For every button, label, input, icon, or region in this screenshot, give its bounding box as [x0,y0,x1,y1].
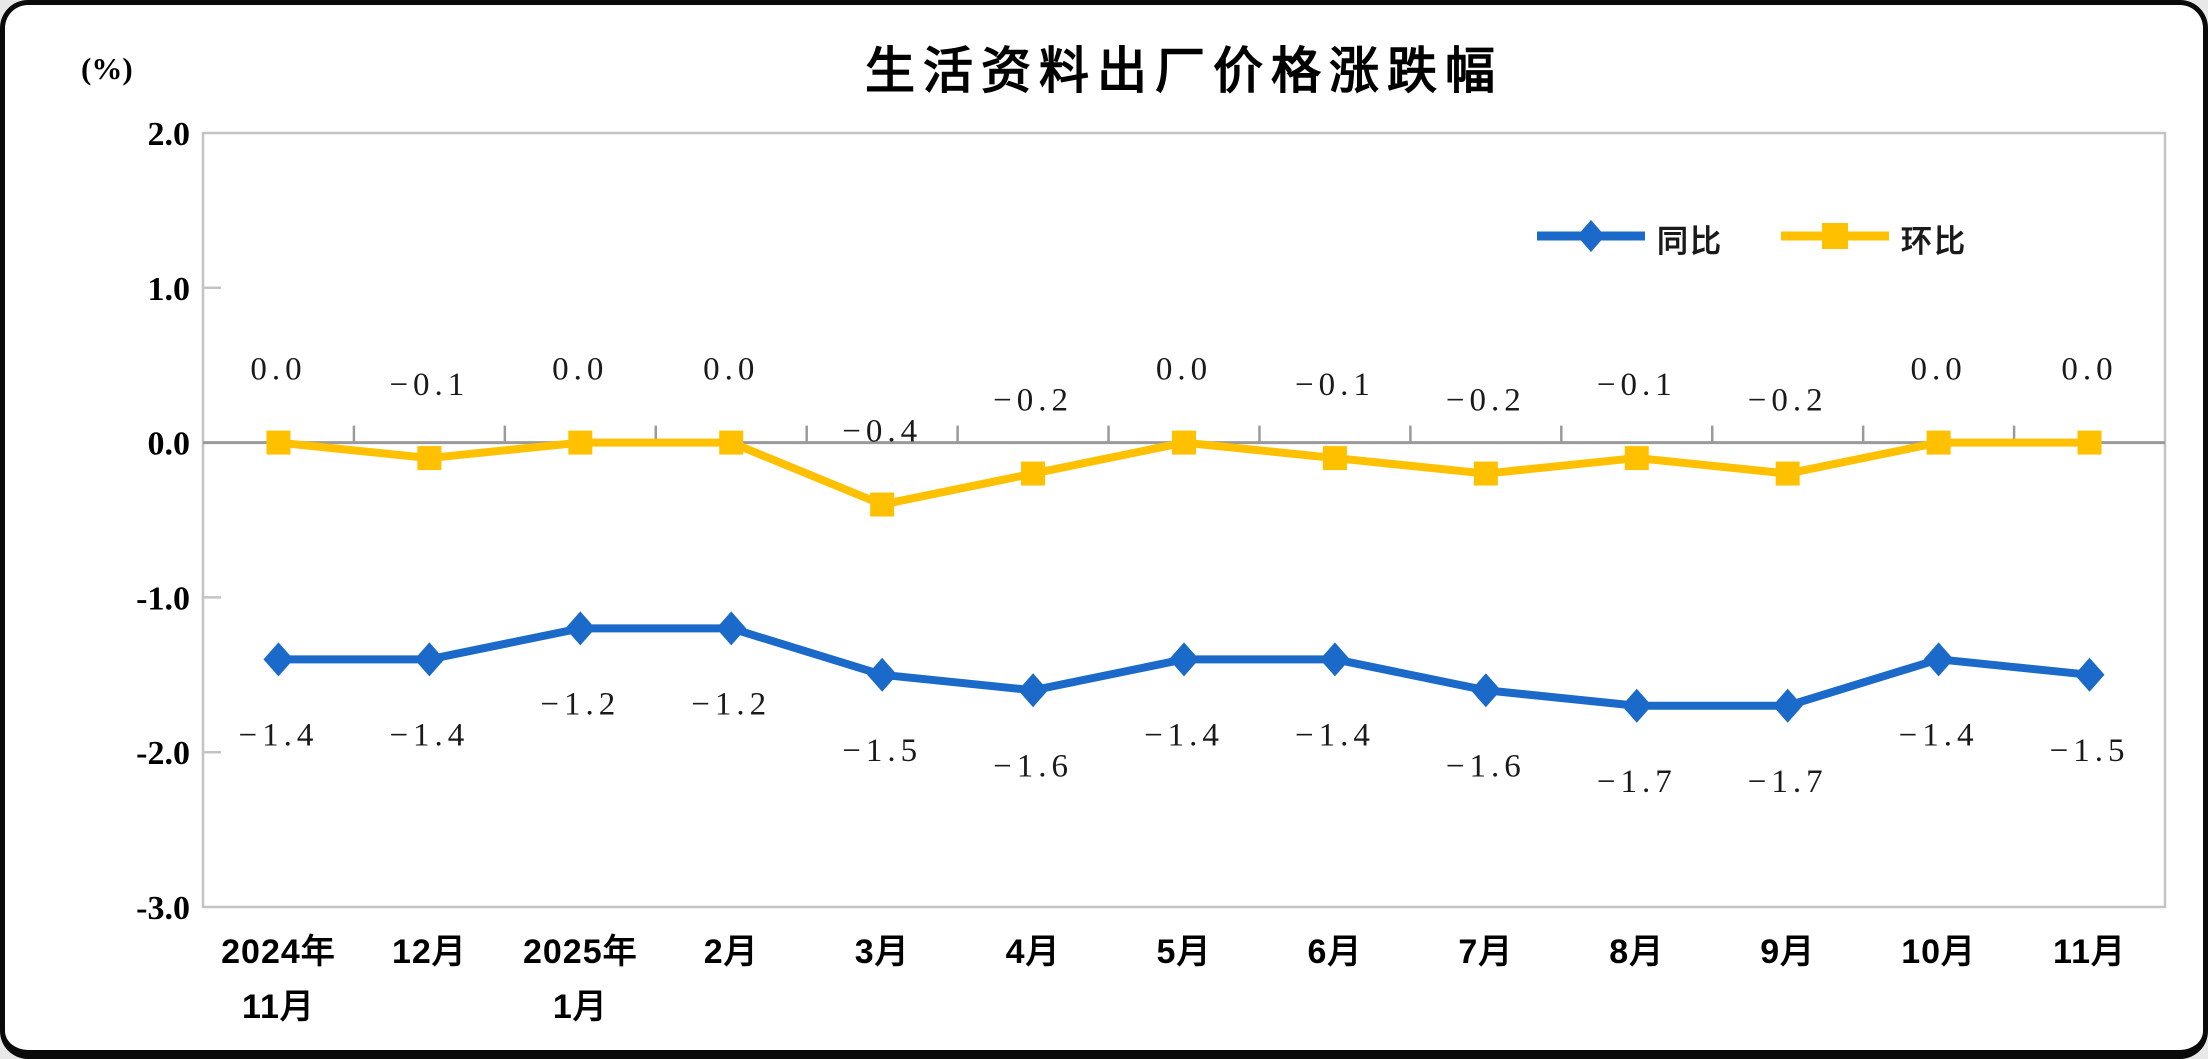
y-axis-tick-label: 1.0 [148,271,191,308]
mom-series-swatch [1779,216,1891,261]
x-axis-tick-label: 4月 [1006,933,1061,971]
mom-data-label: 0.0 [250,352,306,388]
x-axis-tick-label: 3月 [855,933,910,971]
mom-legend-marker [1781,223,1889,249]
mom-marker [2077,430,2102,455]
yoy-marker [1923,642,1954,677]
yoy-data-label: −1.2 [540,686,620,722]
yoy-data-label: −1.2 [691,686,771,722]
yoy-marker [1470,673,1501,708]
yoy-data-label: −1.5 [2050,733,2130,769]
yoy-marker [1319,642,1350,677]
mom-marker [1926,430,1951,455]
yoy-data-label: −1.4 [239,717,319,753]
chart-title: 生活资料出厂价格涨跌幅 [865,43,1503,99]
mom-data-label: 0.0 [1156,352,1212,388]
legend-item-mom: 环比 [1779,216,1967,261]
x-axis-tick-label: 12月 [392,933,467,971]
yoy-marker [565,611,596,646]
mom-data-label: −0.1 [389,367,469,403]
mom-data-label: −0.2 [1446,383,1526,419]
yoy-marker [1018,673,1049,708]
mom-marker [1473,461,1498,486]
mom-marker [1775,461,1800,486]
yoy-data-label: −1.5 [842,733,922,769]
yoy-marker [1621,688,1652,723]
x-axis-tick-label: 1月 [553,988,608,1026]
mom-data-label: 0.0 [552,352,608,388]
mom-data-label: −0.1 [1597,367,1677,403]
mom-marker [870,492,895,517]
y-axis-tick-label: 0.0 [148,426,191,463]
y-axis-tick-label: -3.0 [136,890,190,927]
x-axis-tick-label: 2月 [704,933,759,971]
y-axis-tick-label: -2.0 [136,735,190,772]
yoy-marker [716,611,747,646]
yoy-data-label: −1.6 [993,748,1073,784]
mom-data-label: 0.0 [2061,352,2117,388]
yoy-marker [263,642,294,677]
yoy-data-label: −1.7 [1748,764,1828,800]
yoy-legend-label: 同比 [1657,224,1723,259]
x-axis-tick-label: 6月 [1307,933,1362,971]
x-axis-tick-label: 11月 [2053,933,2126,971]
yoy-marker [867,657,898,692]
x-axis-tick-label: 2024年 [221,933,336,971]
mom-marker [568,430,593,455]
yoy-data-label: −1.4 [1295,717,1375,753]
yoy-data-label: −1.4 [389,717,469,753]
yoy-legend-marker [1537,220,1645,252]
y-axis-tick-label: -1.0 [136,580,190,617]
yoy-data-label: −1.6 [1446,748,1526,784]
plot-frame [201,131,2167,909]
yoy-data-label: −1.7 [1597,764,1677,800]
mom-marker [417,446,442,471]
mom-data-label: 0.0 [703,352,759,388]
x-axis-tick-label: 9月 [1760,933,1815,971]
plot-area: 2.0 1.0 0.0 -1.0 -2.0 -3.0 2024年 11月 12月 2025年 1月 2… [136,116,2167,1026]
legend: 同比 环比 [1535,216,1967,261]
mom-marker [1021,461,1046,486]
x-axis-tick-label: 2025年 [523,933,638,971]
legend-item-yoy: 同比 [1535,216,1723,261]
mom-marker [1172,430,1196,455]
mom-data-label: −0.4 [842,414,922,450]
mom-data-label: −0.2 [993,383,1073,419]
x-axis-tick-label: 7月 [1458,933,1513,971]
yoy-marker [1772,688,1803,723]
mom-legend-label: 环比 [1901,224,1967,259]
y-axis-tick-label: 2.0 [148,116,191,153]
yoy-data-label: −1.4 [1144,717,1224,753]
mom-data-label: 0.0 [1910,352,1966,388]
mom-data-label: −0.2 [1748,383,1828,419]
x-axis-tick-label: 11月 [242,988,315,1026]
x-axis-tick-label: 5月 [1157,933,1212,971]
mom-marker [266,430,291,455]
mom-marker [1322,446,1347,471]
yoy-marker [1169,642,1199,677]
mom-marker [719,430,744,455]
x-axis-tick-label: 10月 [1901,933,1976,971]
yoy-data-label: −1.4 [1899,717,1979,753]
yoy-series-swatch [1535,216,1647,261]
yoy-marker [2074,657,2105,692]
mom-marker [1624,446,1649,471]
x-axis-tick-label: 8月 [1609,933,1664,971]
yoy-marker [414,642,445,677]
y-axis-unit-label: (%) [81,51,133,86]
mom-data-label: −0.1 [1295,367,1375,403]
